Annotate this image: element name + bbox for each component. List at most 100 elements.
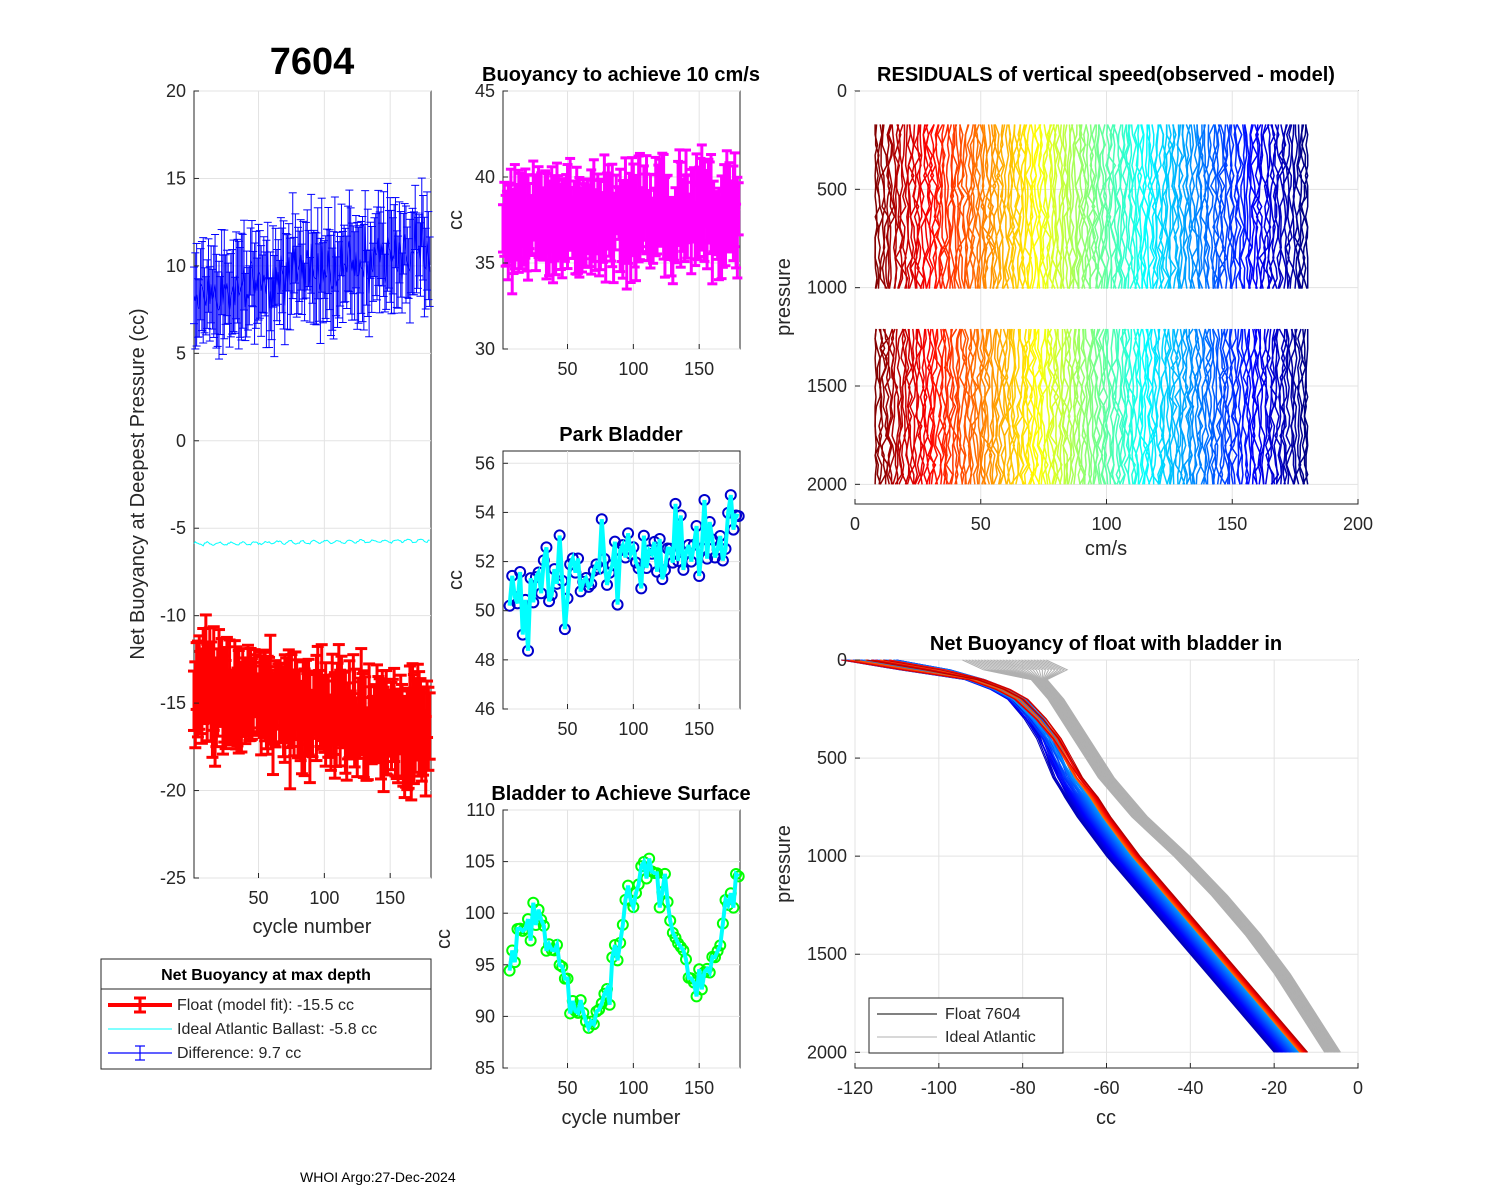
y-tick-label: 45	[475, 81, 495, 101]
residual-profile-line	[1179, 328, 1189, 485]
residual-profile-line	[914, 124, 923, 290]
buoyancy10-ylabel: cc	[445, 210, 467, 230]
residual-profile-line	[1069, 124, 1078, 289]
residual-profile-line	[1256, 328, 1263, 485]
residual-profile-line	[1203, 124, 1211, 289]
residual-profile-line	[1127, 124, 1136, 289]
residual-profile-line	[885, 124, 896, 289]
residual-profile-line	[1276, 124, 1287, 289]
residual-profile-line	[1298, 328, 1307, 485]
residual-profile-line	[954, 328, 961, 485]
x-tick-label: 150	[684, 1078, 714, 1098]
x-tick-label: 50	[249, 888, 269, 908]
residual-profile-line	[1174, 328, 1182, 485]
residual-profile-line	[1303, 328, 1309, 485]
residual-profile-line	[1196, 328, 1206, 485]
footer-text: WHOI Argo:27-Dec-2024	[300, 1169, 456, 1185]
residual-profile-line	[1032, 124, 1042, 289]
residual-profile-line	[1250, 124, 1259, 289]
residual-profile-line	[1107, 124, 1117, 289]
residual-profile-line	[1055, 328, 1063, 485]
residual-profile-line	[1300, 124, 1309, 289]
residual-profile-line	[1119, 124, 1130, 289]
residual-profile-line	[1047, 124, 1056, 289]
y-tick-label: 20	[166, 81, 186, 101]
residual-profile-line	[987, 124, 997, 289]
residual-profile-line	[1275, 124, 1283, 289]
x-tick-label: 150	[684, 359, 714, 379]
residual-profile-line	[1174, 328, 1183, 485]
y-tick-label: 40	[475, 167, 495, 187]
y-tick-label: 2000	[807, 1042, 847, 1062]
residual-profile-line	[1272, 328, 1280, 485]
y-tick-label: 56	[475, 453, 495, 473]
residual-profile-line	[913, 328, 920, 485]
residual-profile-line	[1285, 328, 1292, 485]
residual-profile-line	[997, 328, 1006, 485]
y-tick-label: 0	[837, 650, 847, 670]
residual-profile-line	[1285, 328, 1295, 485]
residual-profile-line	[1258, 124, 1269, 289]
residual-profile-line	[1029, 124, 1035, 289]
x-tick-label: 50	[558, 719, 578, 739]
float-id-title: 7604	[270, 41, 355, 83]
legend-ideal-label: Ideal Atlantic Ballast: -5.8 cc	[177, 1021, 377, 1038]
residual-profile-line	[1143, 328, 1150, 485]
residual-profile-line	[1258, 328, 1268, 485]
y-tick-label: 95	[475, 955, 495, 975]
residual-profile-line	[1177, 124, 1186, 289]
residual-profile-line	[1079, 328, 1087, 485]
x-tick-label: -120	[837, 1078, 873, 1098]
residual-profile-line	[1162, 124, 1170, 289]
y-tick-label: 5	[176, 343, 186, 363]
residual-profile-line	[1185, 124, 1194, 289]
residual-profile-line	[1010, 328, 1020, 485]
ideal-profile-line	[1046, 659, 1341, 1053]
residual-profile-line	[1204, 328, 1213, 485]
residual-profile-line	[1122, 328, 1131, 485]
x-tick-label: 100	[618, 719, 648, 739]
y-tick-label: 110	[466, 800, 495, 820]
residual-profile-line	[1164, 328, 1172, 485]
residual-profile-line	[1115, 328, 1124, 485]
residual-profile-line	[922, 124, 931, 289]
x-tick-label: 150	[1217, 514, 1247, 534]
residual-profile-line	[1095, 124, 1103, 289]
residual-profile-line	[1139, 328, 1149, 485]
y-tick-label: -10	[160, 606, 186, 626]
x-tick-label: 100	[1091, 514, 1121, 534]
residual-profile-line	[1058, 124, 1067, 289]
profile-panel: -120 -100 -80 -60 -40 -20 0 0 500 1000 1500 2000 Ne…	[773, 633, 1363, 1129]
surface-marker	[674, 940, 687, 953]
net-buoyancy-ylabel: Net Buoyancy at Deepest Pressure (cc)	[127, 308, 149, 659]
y-tick-label: 500	[817, 179, 847, 199]
residual-profile-line	[1234, 328, 1241, 485]
x-tick-label: -60	[1093, 1078, 1119, 1098]
residual-profile-line	[956, 328, 965, 485]
residual-profile-line	[1087, 328, 1094, 485]
residual-profile-line	[1224, 124, 1233, 289]
surface-marker	[732, 870, 745, 883]
residual-profile-line	[1281, 124, 1289, 289]
y-tick-label: 0	[837, 81, 847, 101]
residual-profile-line	[967, 124, 977, 289]
y-tick-label: -25	[160, 868, 186, 888]
residual-profile-line	[914, 328, 924, 485]
surface-title: Bladder to Achieve Surface	[491, 783, 750, 805]
profile-legend-box	[868, 997, 1064, 1054]
residual-profile-line	[1004, 328, 1013, 485]
residual-profile-line	[925, 124, 936, 289]
residual-profile-line	[1304, 124, 1309, 289]
y-tick-label: 35	[475, 253, 495, 273]
residual-profile-line	[874, 328, 881, 485]
profile-legend-ideal-label: Ideal Atlantic	[945, 1029, 1036, 1046]
residual-profile-line	[1203, 328, 1212, 485]
x-tick-label: 50	[558, 1078, 578, 1098]
residual-profile-line	[907, 328, 915, 485]
park-title: Park Bladder	[559, 424, 683, 446]
residual-profile-line	[963, 124, 971, 289]
residual-profile-line	[893, 124, 901, 289]
residual-profile-line	[1011, 124, 1021, 289]
residual-profile-line	[1025, 328, 1034, 485]
residual-profile-line	[932, 124, 941, 289]
